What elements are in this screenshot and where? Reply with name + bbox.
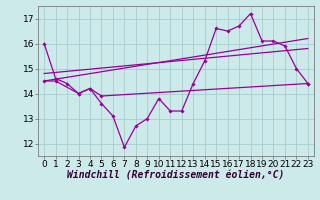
X-axis label: Windchill (Refroidissement éolien,°C): Windchill (Refroidissement éolien,°C) [67, 171, 285, 181]
